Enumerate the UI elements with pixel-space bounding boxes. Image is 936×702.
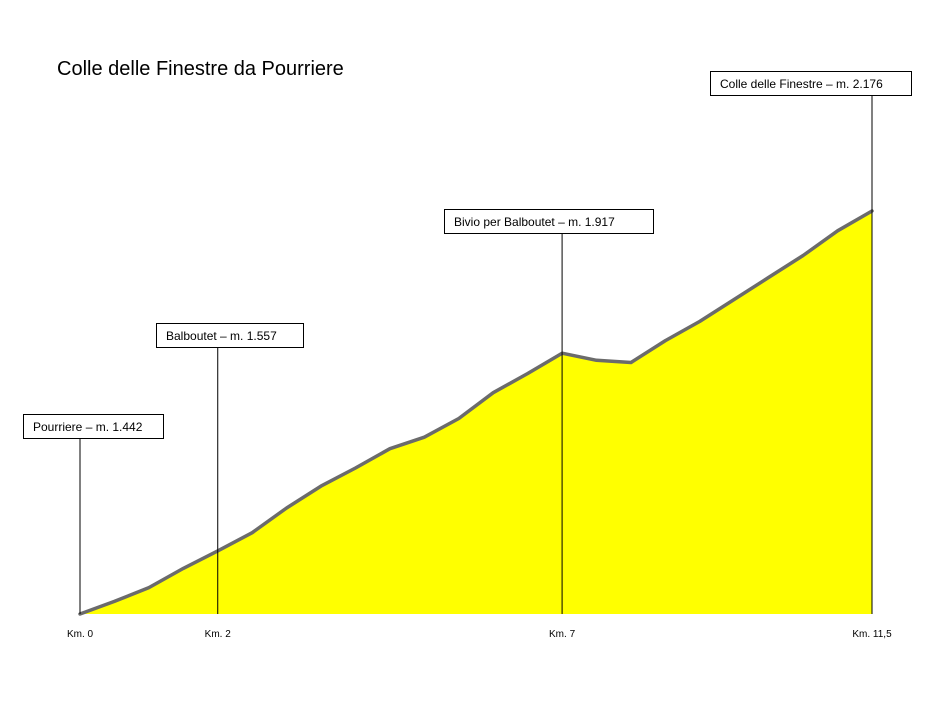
profile-area	[80, 211, 872, 614]
chart-title: Colle delle Finestre da Pourriere	[57, 58, 344, 80]
km-tick-labels-layer: Km. 0 Km. 2 Km. 7 Km. 11,5	[67, 629, 892, 640]
km-tick-label: Km. 7	[549, 629, 576, 640]
marker-lines-layer	[79, 95, 873, 614]
annotation-boxes-layer: Pourriere – m. 1.442 Balboutet – m. 1.557…	[23, 71, 912, 439]
annotation-label: Colle delle Finestre – m. 2.176	[720, 77, 883, 91]
annotation-box	[23, 414, 164, 439]
annotation-label: Pourriere – m. 1.442	[33, 420, 143, 434]
km-tick-label: Km. 11,5	[852, 629, 892, 640]
annotation-label: Bivio per Balboutet – m. 1.917	[454, 215, 615, 229]
annotation-box	[710, 71, 912, 96]
km-tick-label: Km. 0	[67, 629, 94, 640]
annotation-box	[444, 209, 654, 234]
annotation-label: Balboutet – m. 1.557	[166, 329, 277, 343]
profile-area-layer	[78, 209, 874, 616]
km-tick-label: Km. 2	[205, 629, 232, 640]
profile-line	[78, 209, 874, 616]
annotation-box	[156, 323, 304, 348]
